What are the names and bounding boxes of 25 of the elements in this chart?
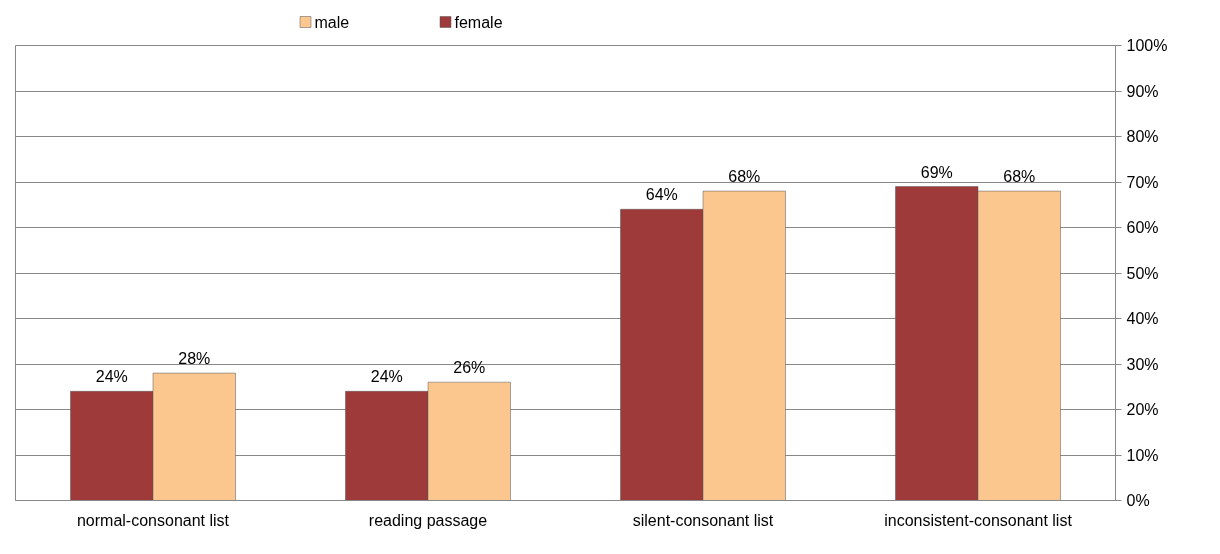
data-label: 28%: [178, 350, 211, 368]
x-tick-label: silent-consonant list: [632, 511, 774, 529]
y-tick-label: 10%: [1126, 446, 1159, 464]
y-tick-label: 100%: [1126, 37, 1168, 54]
y-tick-label: 20%: [1126, 401, 1159, 418]
data-label: 68%: [728, 168, 761, 186]
data-label: 69%: [920, 163, 953, 181]
y-tick-label: 70%: [1126, 173, 1159, 191]
y-tick-label: 50%: [1126, 264, 1159, 282]
legend-label: female: [454, 13, 503, 31]
data-label: 68%: [1003, 168, 1036, 186]
data-label: 26%: [453, 359, 486, 377]
y-tick-label: 30%: [1126, 355, 1159, 373]
y-tick-label: 40%: [1126, 310, 1159, 327]
x-tick-label: normal-consonant list: [76, 511, 230, 529]
x-tick-label: reading passage: [368, 511, 488, 529]
data-label: 64%: [645, 186, 678, 204]
legend-label: male: [314, 13, 350, 31]
x-tick-label: inconsistent-consonant list: [884, 511, 1073, 529]
y-tick-label: 80%: [1126, 128, 1159, 145]
y-tick-label: 0%: [1126, 492, 1150, 509]
y-tick-label: 90%: [1126, 82, 1159, 100]
data-label: 24%: [370, 368, 403, 386]
data-label: 24%: [95, 368, 128, 386]
y-tick-label: 60%: [1126, 219, 1159, 236]
